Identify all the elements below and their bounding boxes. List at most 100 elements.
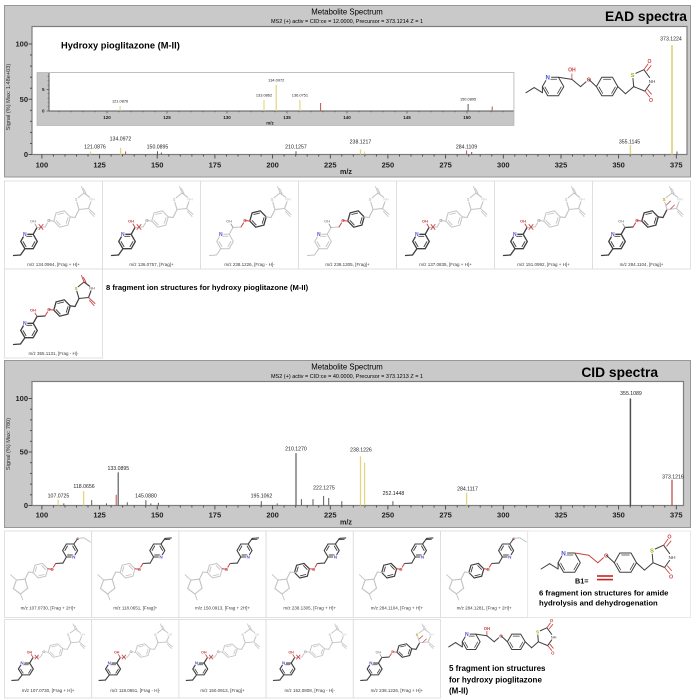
svg-text:m/z 118.0651, [Frag]+: m/z 118.0651, [Frag]+ [113,606,157,611]
svg-text:MS2 (+) activ = CID:ce = 12.00: MS2 (+) activ = CID:ce = 12.0000, Precur… [271,19,423,25]
svg-text:0: 0 [24,501,28,510]
svg-text:m/z 238.1226, [Frag - H]-: m/z 238.1226, [Frag - H]- [224,262,275,267]
svg-text:m/z 137.0835, [Frag + H]+: m/z 137.0835, [Frag + H]+ [419,262,472,267]
svg-text:OH: OH [128,218,134,223]
svg-text:350: 350 [612,511,625,520]
svg-text:133.0862: 133.0862 [256,93,272,98]
svg-text:375: 375 [670,511,683,520]
svg-text:125: 125 [93,511,106,520]
svg-text:S: S [565,197,568,202]
svg-text:150: 150 [151,511,164,520]
svg-text:NH: NH [167,632,173,636]
svg-text:Metabolite Spectrum: Metabolite Spectrum [311,8,383,17]
svg-text:5 fragment ion structures: 5 fragment ion structures [449,664,546,673]
svg-text:118.0656: 118.0656 [73,484,94,490]
svg-text:NH: NH [677,198,683,202]
svg-text:OH: OH [114,650,120,654]
svg-text:0: 0 [42,109,45,114]
svg-text:N: N [421,555,425,560]
svg-text:O: O [648,59,652,65]
svg-text:m/z 284.1104, [Frag]+: m/z 284.1104, [Frag]+ [620,262,664,267]
svg-text:MS2 (+) activ = CID:ce = 40.00: MS2 (+) activ = CID:ce = 40.0000, Precur… [271,374,423,380]
svg-text:m/z 150.0913, [Frag + 2H]+: m/z 150.0913, [Frag + 2H]+ [195,606,250,611]
svg-text:5: 5 [42,87,45,92]
svg-text:150.0895: 150.0895 [147,145,169,151]
svg-text:CID spectra: CID spectra [581,365,658,380]
svg-text:m/z 152.0808, [Frag - H]-: m/z 152.0808, [Frag - H]- [285,688,336,693]
svg-text:N: N [369,661,372,666]
svg-text:107.0725: 107.0725 [48,494,70,500]
svg-text:OH: OH [27,650,33,654]
svg-text:325: 325 [555,511,568,520]
svg-text:OH: OH [484,626,490,631]
svg-text:m/z 118.0651, [Frag - H]-: m/z 118.0651, [Frag - H]- [110,688,160,693]
svg-text:NH: NH [342,632,348,636]
svg-text:m/z 150.0913, [Frag]+: m/z 150.0913, [Frag]+ [200,688,245,693]
svg-text:O: O [667,534,671,540]
svg-text:OH: OH [520,218,526,223]
svg-text:N: N [108,661,111,666]
svg-text:100: 100 [15,40,28,49]
svg-text:N: N [317,232,321,238]
svg-text:136.0751: 136.0751 [292,93,308,98]
svg-text:135: 135 [283,115,291,120]
svg-text:(M-II): (M-II) [449,687,468,696]
svg-text:EAD spectra: EAD spectra [605,9,687,24]
svg-text:Signal (%) Max: 780): Signal (%) Max: 780) [6,418,12,470]
svg-text:O: O [669,575,673,581]
svg-text:373.1224: 373.1224 [660,37,682,43]
svg-text:NH: NH [551,635,557,640]
svg-text:121.0876: 121.0876 [84,145,106,151]
svg-text:N: N [465,632,469,638]
svg-text:m/z 238.1305, [Frag + H]+: m/z 238.1305, [Frag + H]+ [283,606,336,611]
svg-text:350: 350 [612,161,625,170]
svg-text:6 fragment ion structures for: 6 fragment ion structures for amide [539,589,669,598]
svg-text:N: N [159,555,163,560]
svg-text:373.1216: 373.1216 [662,475,684,481]
svg-text:252.1448: 252.1448 [383,491,405,497]
svg-text:O: O [604,553,609,559]
svg-text:m/z: m/z [340,518,352,527]
svg-text:238.1217: 238.1217 [350,140,372,146]
svg-text:OH: OH [376,650,382,654]
svg-text:NH: NH [668,555,676,561]
svg-text:145: 145 [403,115,411,120]
svg-text:OH: OH [226,218,232,223]
svg-text:OH: OH [568,68,576,74]
svg-text:238.1226: 238.1226 [350,448,372,454]
svg-text:N: N [513,232,517,238]
svg-text:121.0876: 121.0876 [112,99,128,104]
svg-text:m/z 238.1226, [Frag + H]+: m/z 238.1226, [Frag + H]+ [371,688,424,693]
svg-text:m/z 284.1104, [Frag + H]+: m/z 284.1104, [Frag + H]+ [371,606,424,611]
svg-text:210.1270: 210.1270 [285,447,307,453]
svg-text:N: N [23,321,27,327]
svg-text:200: 200 [266,511,279,520]
svg-text:N: N [195,661,198,666]
svg-text:NH: NH [429,632,435,636]
svg-text:S: S [75,197,78,202]
svg-text:325: 325 [555,161,568,170]
svg-text:m/z 107.0730, [Frag + 2H]+: m/z 107.0730, [Frag + 2H]+ [21,606,76,611]
svg-text:Signal (%) Max: 1.48e+03): Signal (%) Max: 1.48e+03) [6,64,12,131]
svg-text:N: N [334,555,338,560]
svg-text:m/z 107.0730, [Frag + H]+: m/z 107.0730, [Frag + H]+ [22,688,75,693]
svg-text:OH: OH [30,218,36,223]
svg-text:for hydroxy pioglitazone: for hydroxy pioglitazone [449,676,542,685]
svg-text:284.1117: 284.1117 [457,487,478,493]
svg-text:m/z 136.0757, [Frag]+: m/z 136.0757, [Frag]+ [129,262,174,267]
svg-text:N: N [545,74,549,81]
svg-text:375: 375 [670,161,683,170]
svg-text:N: N [219,232,223,238]
svg-text:S: S [650,549,654,555]
svg-text:8 fragment ion structures for: 8 fragment ion structures for hydroxy pi… [106,283,309,292]
svg-text:NH: NH [383,198,389,202]
svg-text:m/z: m/z [340,167,352,176]
svg-text:NH: NH [255,632,261,636]
svg-text:S: S [536,630,539,635]
svg-text:NH: NH [481,198,487,202]
svg-text:m/z 151.0992, [Frag + H]+: m/z 151.0992, [Frag + H]+ [517,262,570,267]
svg-text:0: 0 [24,150,28,159]
svg-text:Metabolite Spectrum: Metabolite Spectrum [311,363,383,372]
svg-text:S: S [67,633,70,637]
svg-text:OH: OH [30,307,36,312]
